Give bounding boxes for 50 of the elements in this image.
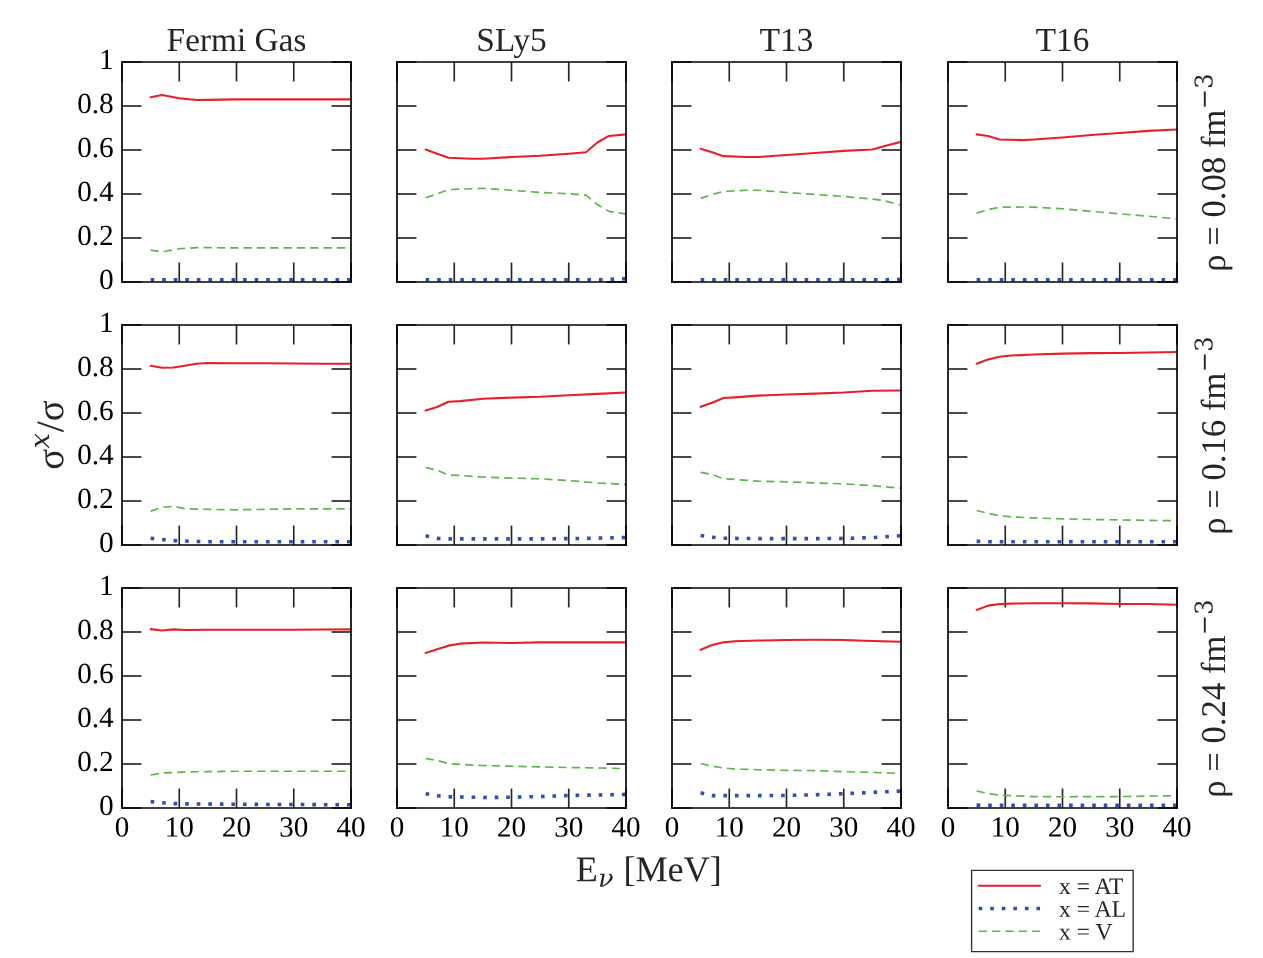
x-tick-label: 30 <box>280 817 308 837</box>
y-tick-label: 0.6 <box>78 137 113 158</box>
x-tick-label: 30 <box>1106 817 1134 837</box>
y-tick-label: 0.4 <box>78 181 114 202</box>
x-tick-label: 10 <box>717 817 743 837</box>
y-tick-label: 0.8 <box>78 356 113 377</box>
y-tick-label: 0.4 <box>78 707 114 728</box>
legend-label: x = AL <box>1059 901 1125 917</box>
text: ρ = 0.08 fm$^{−3}$ <box>1194 75 1233 270</box>
x-tick-label: 40 <box>611 817 640 837</box>
y-tick-label: 1 <box>101 575 112 596</box>
x-tick-label: 20 <box>223 817 250 837</box>
y-tick-label: 1 <box>101 49 112 70</box>
x-tick-label: 0 <box>390 817 404 837</box>
y-tick-label: 1 <box>101 312 112 333</box>
x-tick-label: 0 <box>941 817 955 837</box>
y-tick-label: 0.8 <box>78 619 113 640</box>
x-tick-label: 0 <box>665 817 679 837</box>
x-tick-label: 10 <box>993 817 1019 837</box>
y-tick-label: 0.2 <box>78 488 113 509</box>
x-tick-label: 40 <box>886 817 915 837</box>
chart-title: T13 <box>760 28 813 52</box>
y-tick-label: 0.8 <box>78 93 113 114</box>
chart-title: Fermi Gas <box>167 28 306 52</box>
x-tick-label: 0 <box>115 817 129 837</box>
x-tick-label: 20 <box>1049 817 1076 837</box>
legend-label: x = V <box>1059 924 1113 940</box>
x-tick-label: 10 <box>167 817 193 837</box>
x-tick-label: 30 <box>555 817 583 837</box>
x-tick-label: 20 <box>773 817 800 837</box>
y-tick-label: 0.2 <box>78 751 113 772</box>
legend-label: x = AT <box>1059 878 1124 895</box>
y-tick-label: 0 <box>100 795 113 816</box>
text: ρ = 0.24 fm$^{−3}$ <box>1194 601 1233 796</box>
y-tick-label: 0.2 <box>78 225 113 246</box>
x-tick-label: 20 <box>498 817 525 837</box>
chart-title: SLy5 <box>478 28 546 59</box>
x-axis-title: E$_{ν}$ [MeV] <box>576 856 720 887</box>
y-tick-label: 0.6 <box>78 663 113 684</box>
y-tick-label: 0.4 <box>78 444 114 465</box>
x-tick-label: 40 <box>336 817 365 837</box>
chart-title: T16 <box>1036 28 1089 52</box>
y-axis-title: σ$^{x}$/σ <box>34 400 64 469</box>
y-tick-label: 0 <box>100 269 113 290</box>
x-tick-label: 30 <box>830 817 858 837</box>
y-tick-label: 0.6 <box>78 400 113 421</box>
y-tick-label: 0 <box>100 532 113 553</box>
x-tick-label: 10 <box>442 817 468 837</box>
x-tick-label: 40 <box>1162 817 1191 837</box>
text: ρ = 0.16 fm$^{−3}$ <box>1194 338 1233 533</box>
